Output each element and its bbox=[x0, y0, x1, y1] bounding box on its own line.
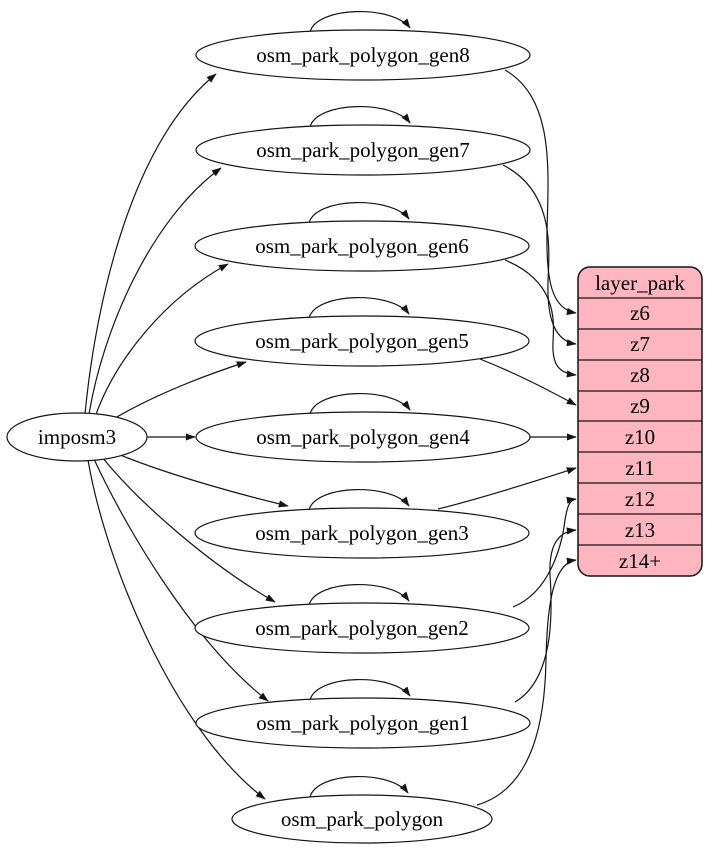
self-loop-osm_park_polygon_gen1 bbox=[309, 679, 411, 701]
osm_park_polygon_gen2-label: osm_park_polygon_gen2 bbox=[255, 616, 468, 640]
layer_park-row-z14plus: z14+ bbox=[619, 549, 661, 573]
layer_park-row-z9: z9 bbox=[630, 394, 650, 418]
edge-imposm3-to-osm_park_polygon_gen2 bbox=[101, 456, 276, 603]
imposm3-label: imposm3 bbox=[38, 425, 116, 449]
edge-imposm3-to-osm_park_polygon bbox=[87, 459, 266, 800]
self-loop-osm_park_polygon_gen8 bbox=[309, 11, 411, 33]
self-loop-osm_park_polygon_gen4 bbox=[309, 393, 411, 415]
layer_park-row-z12: z12 bbox=[625, 487, 655, 511]
osm_park_polygon_gen8-label: osm_park_polygon_gen8 bbox=[256, 43, 469, 67]
edges-imposm-to-tables bbox=[84, 73, 289, 800]
osm_park_polygon_gen1-label: osm_park_polygon_gen1 bbox=[256, 711, 469, 735]
osm_park_polygon_gen4-ellipse bbox=[195, 411, 531, 463]
edge-imposm3-to-osm_park_polygon_gen3 bbox=[112, 451, 289, 508]
self-loop-osm_park_polygon_gen6 bbox=[308, 202, 410, 224]
edge-osm_park_polygon_gen8-to-z6 bbox=[504, 69, 577, 316]
osm_park_polygon_gen4-label: osm_park_polygon_gen4 bbox=[256, 425, 470, 449]
node-osm_park_polygon_gen6: osm_park_polygon_gen6 bbox=[194, 220, 530, 272]
edge-osm_park_polygon-to-z14 bbox=[476, 557, 577, 806]
layer_park-row-z10: z10 bbox=[625, 425, 655, 449]
node-osm_park_polygon_gen7: osm_park_polygon_gen7 bbox=[195, 124, 531, 176]
edge-imposm3-to-osm_park_polygon_gen7 bbox=[88, 167, 222, 415]
osm_park_polygon_gen2-ellipse bbox=[194, 602, 530, 654]
edge-imposm3-to-osm_park_polygon_gen8 bbox=[84, 73, 217, 415]
self-loop-osm_park_polygon_gen2 bbox=[308, 584, 410, 606]
layer_park-header: layer_park bbox=[595, 271, 685, 295]
edge-imposm3-to-osm_park_polygon_gen1 bbox=[93, 458, 269, 702]
node-osm_park_polygon_gen2: osm_park_polygon_gen2 bbox=[194, 602, 530, 654]
osm_park_polygon_gen6-label: osm_park_polygon_gen6 bbox=[255, 234, 468, 258]
layer_park-row-z7: z7 bbox=[630, 332, 650, 356]
layer_park-row-z8: z8 bbox=[630, 363, 650, 387]
osm_park_polygon_gen7-ellipse bbox=[195, 124, 531, 176]
osm_park_polygon_gen6-ellipse bbox=[194, 220, 530, 272]
layer_park-row-z6: z6 bbox=[630, 301, 650, 325]
node-osm_park_polygon: osm_park_polygon bbox=[231, 794, 493, 844]
self-loop-osm_park_polygon_gen7 bbox=[309, 106, 411, 128]
osm_park_polygon-ellipse bbox=[231, 794, 493, 844]
edge-osm_park_polygon_gen5-to-z9 bbox=[479, 358, 577, 406]
osm_park_polygon_gen3-label: osm_park_polygon_gen3 bbox=[255, 521, 468, 545]
layer_park-row-z13: z13 bbox=[625, 518, 655, 542]
edge-imposm3-to-osm_park_polygon_gen5 bbox=[109, 361, 247, 422]
edges-tables-to-layer bbox=[437, 69, 577, 806]
osm_park_polygon_gen8-ellipse bbox=[195, 29, 531, 81]
edge-osm_park_polygon_gen2-to-z12 bbox=[512, 496, 577, 608]
node-osm_park_polygon_gen4: osm_park_polygon_gen4 bbox=[195, 411, 531, 463]
osm_park_polygon_gen7-label: osm_park_polygon_gen7 bbox=[256, 138, 469, 162]
osm_park_polygon_gen5-label: osm_park_polygon_gen5 bbox=[255, 329, 468, 353]
edge-osm_park_polygon_gen1-to-z13 bbox=[514, 527, 577, 703]
edge-osm_park_polygon_gen3-to-z11 bbox=[437, 467, 577, 510]
osm_park_polygon_gen1-ellipse bbox=[195, 697, 531, 749]
node-layer_park-table: layer_park z6 z7 z8 z9 z10 z11 z12 z13 z… bbox=[577, 266, 703, 577]
node-imposm3: imposm3 bbox=[6, 412, 148, 462]
node-osm_park_polygon_gen8: osm_park_polygon_gen8 bbox=[195, 29, 531, 81]
self-loops bbox=[308, 11, 411, 798]
osm_park_polygon_gen5-ellipse bbox=[194, 315, 530, 367]
edge-osm_park_polygon_gen6-to-z8 bbox=[504, 259, 577, 378]
nodes-layer: imposm3 osm_park_polygon_gen8 osm_park_p… bbox=[6, 29, 531, 844]
edge-imposm3-to-osm_park_polygon_gen6 bbox=[94, 263, 229, 418]
self-loop-osm_park_polygon_gen5 bbox=[308, 297, 410, 319]
osm_park_polygon_gen3-ellipse bbox=[194, 507, 530, 559]
edge-osm_park_polygon_gen7-to-z7 bbox=[502, 164, 577, 347]
layer_park-row-z11: z11 bbox=[625, 456, 655, 480]
imposm3-ellipse bbox=[6, 412, 148, 462]
osm_park_polygon-label: osm_park_polygon bbox=[281, 807, 444, 831]
self-loop-osm_park_polygon bbox=[309, 776, 409, 798]
node-osm_park_polygon_gen3: osm_park_polygon_gen3 bbox=[194, 507, 530, 559]
self-loop-osm_park_polygon_gen3 bbox=[308, 489, 410, 511]
node-osm_park_polygon_gen1: osm_park_polygon_gen1 bbox=[195, 697, 531, 749]
node-osm_park_polygon_gen5: osm_park_polygon_gen5 bbox=[194, 315, 530, 367]
